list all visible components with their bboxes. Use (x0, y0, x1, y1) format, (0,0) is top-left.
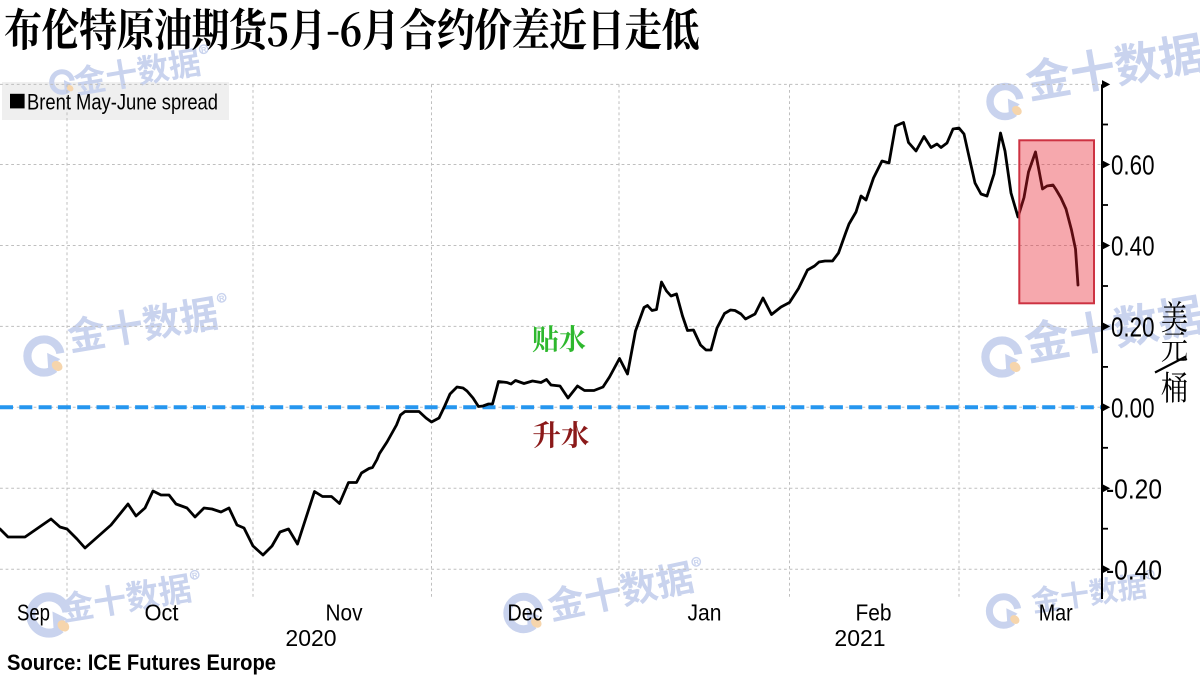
svg-text:0.20: 0.20 (1111, 312, 1155, 343)
svg-text:2020: 2020 (285, 625, 336, 651)
svg-text:Feb: Feb (856, 600, 892, 626)
svg-text:Nov: Nov (326, 600, 363, 626)
svg-text:Jan: Jan (688, 600, 722, 626)
svg-text:Dec: Dec (508, 600, 543, 626)
svg-text:Brent May-June spread: Brent May-June spread (27, 90, 218, 115)
svg-text:-0.20: -0.20 (1106, 474, 1162, 505)
svg-text:Mar: Mar (1039, 600, 1073, 626)
svg-text:Source: ICE Futures Europe: Source: ICE Futures Europe (7, 650, 276, 675)
svg-text:0.60: 0.60 (1111, 150, 1155, 181)
svg-text:2021: 2021 (834, 625, 885, 651)
svg-text:0.40: 0.40 (1111, 231, 1155, 262)
svg-text:Oct: Oct (145, 600, 180, 626)
svg-text:0.00: 0.00 (1111, 393, 1155, 424)
svg-text:Sep: Sep (17, 600, 50, 626)
svg-text:-0.40: -0.40 (1106, 554, 1162, 585)
